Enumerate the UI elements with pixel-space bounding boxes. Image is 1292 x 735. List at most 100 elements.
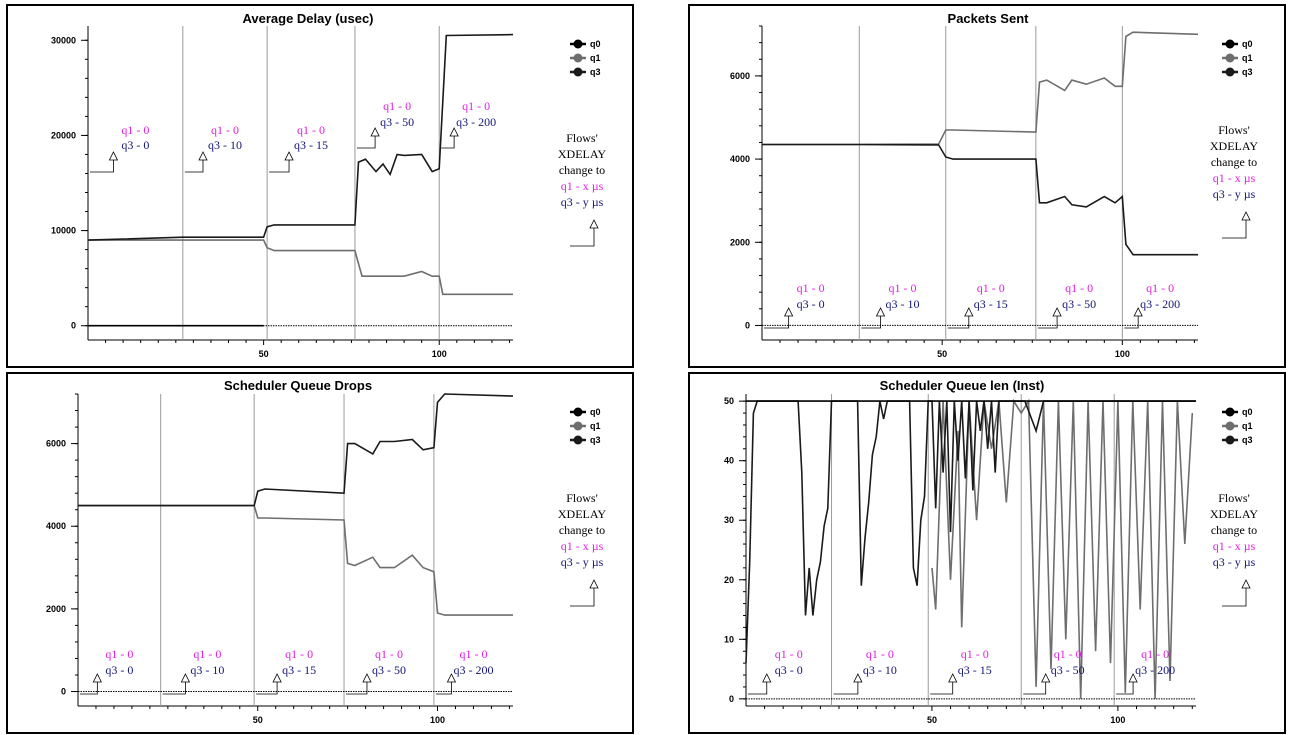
stage-label-q3: q3 - 0: [121, 138, 149, 152]
side-arrow-head: [589, 219, 599, 229]
stage-label-q1: q1 - 0: [1065, 281, 1093, 295]
stage-bracket: [1124, 316, 1139, 329]
legend-marker-q1: [573, 421, 583, 431]
side-arrow-head: [589, 579, 599, 589]
side-annotation-line2: XDELAY: [1210, 507, 1259, 521]
stage-arrow-head: [875, 307, 886, 317]
y-tick-label: 6000: [46, 439, 66, 449]
stage-arrow-head: [362, 673, 372, 683]
side-annotation-line3: change to: [559, 163, 605, 177]
stage-label-q3: q3 - 10: [886, 297, 920, 311]
series-line-q3: [87, 33, 514, 241]
legend-label-q1: q1: [1242, 53, 1253, 63]
stage-bracket: [90, 160, 114, 173]
stage-label-q3: q3 - 50: [372, 663, 406, 677]
stage-label-q1: q1 - 0: [462, 99, 490, 113]
stage-label-q3: q3 - 0: [775, 663, 803, 677]
side-annotation-line4: q1 - x µs: [1213, 171, 1256, 185]
stage-label-q3: q3 - 10: [863, 663, 897, 677]
series-line-q1: [762, 31, 1199, 146]
side-annotation-line1: Flows': [566, 491, 598, 505]
stage-arrow-head: [783, 307, 794, 317]
series-line-q1: [88, 239, 513, 296]
legend-marker-q3: [1225, 67, 1235, 77]
stage-label-q3: q3 - 200: [1135, 663, 1175, 677]
stage-label-q1: q1 - 0: [193, 647, 221, 661]
stage-label-q3: q3 - 50: [1062, 297, 1096, 311]
stage-arrow-head: [284, 151, 294, 161]
stage-label-q3: q3 - 50: [380, 115, 414, 129]
stage-label-q1: q1 - 0: [961, 647, 989, 661]
stage-arrow-head: [964, 307, 974, 317]
stage-label-q1: q1 - 0: [1054, 647, 1082, 661]
stage-bracket: [764, 316, 790, 329]
stage-label-q3: q3 - 0: [797, 297, 825, 311]
side-annotation-line5: q3 - y µs: [1213, 555, 1256, 569]
stage-label-q3: q3 - 200: [1140, 297, 1180, 311]
side-annotation-line5: q3 - y µs: [561, 555, 604, 569]
y-tick-label: 50: [724, 396, 734, 406]
stage-arrow-head: [762, 673, 772, 683]
stage-bracket: [256, 682, 278, 695]
legend-marker-q3: [1225, 435, 1235, 445]
stage-bracket: [269, 160, 290, 173]
stage-arrow-head: [180, 673, 191, 683]
legend-marker-q0: [1225, 39, 1235, 49]
legend-label-q3: q3: [590, 435, 601, 445]
legend-label-q3: q3: [1242, 435, 1253, 445]
stage-label-q3: q3 - 10: [190, 663, 224, 677]
y-tick-label: 10000: [51, 226, 76, 236]
stage-bracket: [435, 682, 452, 695]
y-tick-label: 2000: [46, 604, 66, 614]
chart-packets-sent: Packets Sent 0 2000 4000 6000 50 100 q0 q1 q3 Flow…: [730, 11, 1258, 359]
y-tick-label: 0: [61, 687, 66, 697]
x-tick-label: 100: [1110, 715, 1125, 725]
series-line-q3: [78, 393, 514, 507]
y-tick-label: 20000: [51, 130, 76, 140]
stage-arrow-head: [1041, 673, 1051, 683]
stage-label-q1: q1 - 0: [375, 647, 403, 661]
series-line-q3: [762, 143, 1198, 256]
side-annotation-line5: q3 - y µs: [1213, 187, 1256, 201]
y-tick-label: 20: [724, 575, 734, 585]
y-tick-label: 0: [729, 694, 734, 704]
stage-label-q1: q1 - 0: [297, 123, 325, 137]
side-bracket: [1222, 220, 1247, 239]
stage-label-q1: q1 - 0: [977, 281, 1005, 295]
y-tick-label: 6000: [730, 71, 750, 81]
legend-label-q1: q1: [590, 421, 601, 431]
stage-bracket: [1023, 682, 1047, 695]
stage-bracket: [441, 136, 455, 149]
legend-marker-q0: [573, 407, 583, 417]
stage-bracket: [1037, 316, 1058, 329]
legend-label-q0: q0: [1242, 407, 1253, 417]
stage-label-q3: q3 - 15: [974, 297, 1008, 311]
side-bracket: [1222, 588, 1247, 607]
x-tick-label: 100: [1115, 349, 1130, 359]
stage-arrow-head: [370, 127, 380, 137]
side-annotation-line2: XDELAY: [558, 147, 607, 161]
stage-label-q1: q1 - 0: [1141, 647, 1169, 661]
stage-label-q1: q1 - 0: [285, 647, 313, 661]
x-tick-label: 50: [259, 349, 269, 359]
side-annotation-line4: q1 - x µs: [561, 179, 604, 193]
stage-arrow-head: [948, 673, 958, 683]
stage-bracket: [1116, 682, 1134, 695]
stage-arrow-head: [449, 127, 459, 137]
y-tick-label: 4000: [730, 154, 750, 164]
stage-bracket: [346, 682, 368, 695]
stage-label-q3: q3 - 15: [958, 663, 992, 677]
stage-bracket: [184, 160, 204, 173]
legend-marker-q3: [573, 67, 583, 77]
side-annotation-line2: XDELAY: [558, 507, 607, 521]
legend-label-q1: q1: [1242, 421, 1253, 431]
x-tick-label: 50: [253, 715, 263, 725]
chart-title: Packets Sent: [948, 11, 1030, 26]
series-line-q1: [78, 504, 513, 616]
x-tick-label: 100: [432, 349, 447, 359]
chart-title: Scheduler Queue Drops: [224, 378, 372, 393]
side-annotation-line5: q3 - y µs: [561, 195, 604, 209]
stage-label-q1: q1 - 0: [866, 647, 894, 661]
side-annotation-line3: change to: [1211, 155, 1257, 169]
stage-label-q3: q3 - 10: [208, 138, 242, 152]
